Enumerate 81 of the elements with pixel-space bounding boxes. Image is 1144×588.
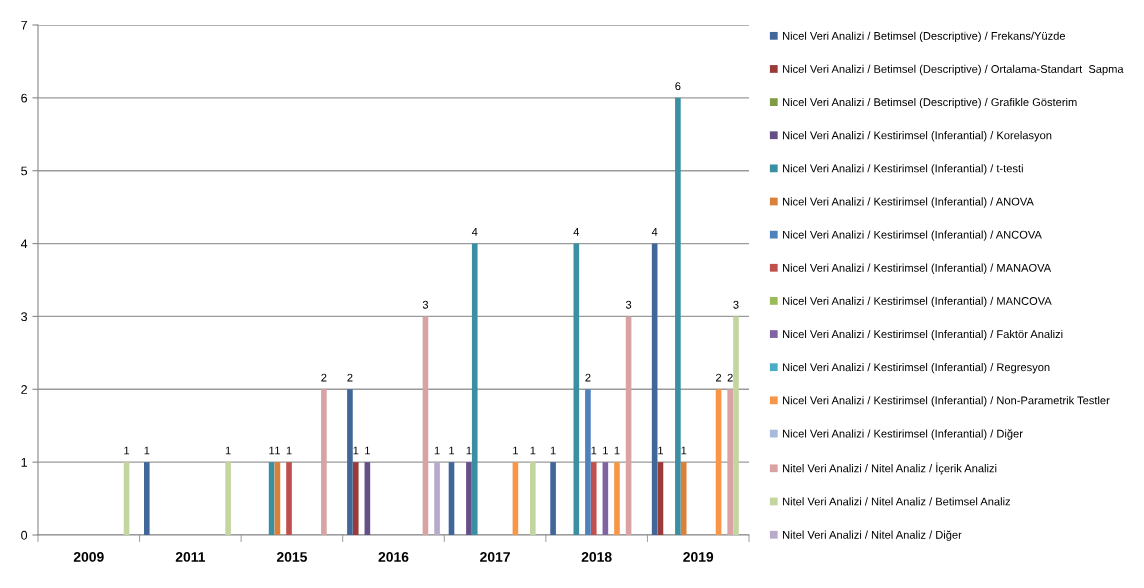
y-tick-label: 5 <box>21 166 28 176</box>
bar <box>352 462 359 535</box>
legend-label: Nicel Veri Analizi / Betimsel (Descriptive) / Grafikle Gösterim <box>783 97 1077 109</box>
y-tick-label: 6 <box>21 93 28 103</box>
legend-label: Nicel Veri Analizi / Kestirimsel (Inferantial) / Korelasyon <box>783 131 1052 142</box>
x-tick-label: 2016 <box>378 552 409 562</box>
data-label: 1 <box>225 446 231 455</box>
bar <box>550 462 556 535</box>
data-label: 1 <box>124 446 130 455</box>
data-label: 4 <box>471 228 478 236</box>
legend-label: Nicel Veri Analizi / Betimsel (Descriptive) / Frekans/Yüzde <box>783 31 1066 43</box>
legend-label: Nicel Veri Analizi / Kestirimsel (Inferantial) / Non-Parametrik Testler <box>783 396 1110 407</box>
x-tick-label: 2011 <box>175 552 206 562</box>
legend-label: Nicel Veri Analizi / Betimsel (Descriptive) / Ortalama-Standart Sapma <box>783 64 1124 76</box>
legend-label: Nicel Veri Analizi / Kestirimsel (Inferantial) / Regresyon <box>783 363 1050 374</box>
data-label: 1 <box>449 446 455 455</box>
data-label: 3 <box>733 300 739 309</box>
bar <box>434 462 440 535</box>
bar <box>733 316 739 535</box>
data-label: 1 <box>269 446 275 455</box>
data-label: 1 <box>614 446 620 455</box>
data-label: 1 <box>144 446 150 455</box>
data-label: 1 <box>658 446 664 455</box>
data-label: 1 <box>681 446 687 455</box>
data-label: 2 <box>727 373 733 382</box>
data-label: 1 <box>603 446 608 455</box>
data-label: 1 <box>365 446 370 455</box>
legend-label: Nicel Veri Analizi / Kestirimsel (Inferantial) / ANCOVA <box>783 230 1042 241</box>
legend-label: Nicel Veri Analizi / Kestirimsel (Inferantial) / Faktör Analizi <box>783 329 1063 341</box>
data-label: 2 <box>716 373 722 382</box>
legend-label: Nicel Veri Analizi / Kestirimsel (Inferantial) / MANCOVA <box>783 296 1052 308</box>
bar <box>466 462 472 535</box>
legend-label: Nitel Veri Analizi / Nitel Analiz / İçerik Analizi <box>783 462 997 475</box>
bar <box>286 462 292 535</box>
bar <box>321 389 327 535</box>
data-label: 1 <box>466 446 472 455</box>
data-label: 3 <box>422 300 429 309</box>
data-label: 4 <box>651 228 658 236</box>
data-label: 2 <box>321 373 327 382</box>
y-tick-label: 0 <box>21 530 28 540</box>
bar <box>590 462 597 535</box>
data-label: 1 <box>530 446 536 455</box>
bar <box>585 389 591 535</box>
x-tick-label: 2019 <box>683 552 714 562</box>
data-label: 4 <box>573 228 580 236</box>
bar <box>347 389 353 535</box>
bar <box>225 462 231 535</box>
data-label: 1 <box>513 446 518 455</box>
data-label: 1 <box>434 446 440 455</box>
data-label: 6 <box>675 82 681 91</box>
x-tick-label: 2009 <box>73 552 104 562</box>
bar <box>573 243 580 535</box>
x-tick-label: 2017 <box>480 552 510 562</box>
y-tick-label: 1 <box>21 458 27 467</box>
y-tick-label: 2 <box>21 385 27 394</box>
legend-label: Nitel Veri Analizi / Nitel Analiz / Diğer <box>783 530 962 541</box>
bar <box>614 462 620 535</box>
data-label: 1 <box>286 446 292 455</box>
legend-label: Nicel Veri Analizi / Kestirimsel (Inferantial) / ANOVA <box>783 197 1034 208</box>
x-tick-label: 2015 <box>276 552 307 562</box>
bar <box>143 462 150 535</box>
data-label: 2 <box>585 373 591 382</box>
legend-label: Nicel Veri Analizi / Kestirimsel (Inferantial) / MANAOVA <box>783 263 1052 274</box>
legend-label: Nicel Veri Analizi / Kestirimsel (Inferantial) / Diğer <box>783 429 1023 440</box>
bar <box>680 462 687 535</box>
y-tick-label: 3 <box>21 312 28 322</box>
y-tick-label: 4 <box>20 239 28 249</box>
bar <box>727 389 733 535</box>
bar <box>675 97 681 535</box>
x-tick-label: 2018 <box>581 552 612 562</box>
legend-label: Nicel Veri Analizi / Kestirimsel (Inferantial) / t-testi <box>783 164 1023 175</box>
bar <box>530 462 536 535</box>
data-label: 1 <box>550 446 556 455</box>
data-label: 2 <box>347 373 353 382</box>
legend-label: Nitel Veri Analizi / Nitel Analiz / Betimsel Analiz <box>783 497 1011 506</box>
data-label: 1 <box>353 446 359 455</box>
data-label: 1 <box>275 446 280 455</box>
y-tick-label: 7 <box>21 20 27 30</box>
bar <box>471 243 478 535</box>
data-label: 1 <box>591 446 597 455</box>
data-label: 3 <box>625 300 632 309</box>
